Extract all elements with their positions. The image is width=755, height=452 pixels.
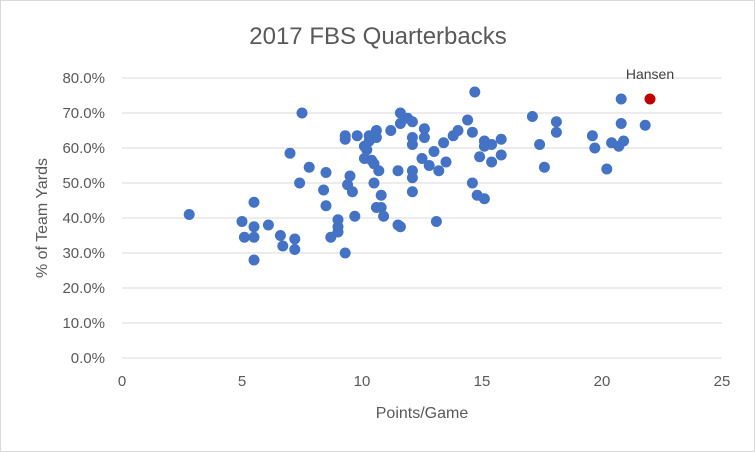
y-tick-label: 70.0%	[62, 105, 105, 122]
data-point	[550, 126, 562, 138]
data-point	[344, 170, 356, 182]
data-point	[248, 254, 260, 266]
data-point	[406, 186, 418, 198]
data-point	[418, 123, 430, 135]
data-point	[296, 107, 308, 119]
data-point	[438, 137, 450, 149]
data-point	[392, 165, 404, 177]
y-tick-label: 20.0%	[62, 280, 105, 297]
data-point	[406, 116, 418, 128]
data-point	[534, 139, 546, 150]
data-point	[618, 135, 630, 147]
data-point	[236, 216, 248, 227]
x-axis-ticks: 0 5 10 15 20 25	[118, 373, 731, 390]
data-point	[495, 149, 507, 161]
x-tick-label: 20	[594, 373, 611, 390]
data-point	[378, 210, 390, 222]
data-point	[423, 160, 435, 171]
data-point	[526, 111, 538, 122]
x-tick-label: 5	[238, 373, 246, 390]
x-tick-label: 0	[118, 373, 126, 390]
y-tick-label: 40.0%	[62, 210, 105, 227]
data-point	[466, 126, 478, 138]
chart-title: 2017 FBS Quarterbacks	[249, 23, 506, 50]
data-point	[406, 139, 418, 150]
y-tick-label: 60.0%	[62, 140, 105, 157]
data-point	[495, 133, 507, 145]
data-point	[469, 86, 481, 98]
data-point	[248, 221, 260, 233]
data-point	[349, 210, 361, 222]
data-point	[478, 193, 490, 205]
data-point	[416, 153, 428, 164]
data-points: Hansen	[183, 66, 674, 266]
data-point	[370, 132, 382, 143]
data-point	[586, 130, 598, 142]
data-point	[418, 132, 430, 143]
data-point	[289, 233, 301, 245]
data-point	[433, 165, 445, 177]
data-point	[294, 177, 306, 189]
data-point	[368, 177, 380, 189]
data-point	[375, 202, 387, 213]
y-tick-label: 80.0%	[62, 70, 105, 87]
data-point	[601, 163, 613, 175]
data-point	[373, 165, 385, 177]
data-point	[339, 133, 351, 145]
data-point	[318, 184, 330, 196]
data-point	[320, 200, 332, 212]
data-point	[320, 167, 332, 178]
data-point	[452, 125, 464, 136]
data-point	[550, 116, 562, 128]
data-point	[430, 216, 442, 227]
x-tick-label: 25	[714, 373, 731, 390]
y-axis-label: % of Team Yards	[34, 158, 51, 278]
gridlines	[122, 77, 722, 324]
data-point	[615, 93, 627, 105]
data-point	[277, 240, 289, 252]
data-point	[474, 151, 486, 163]
data-point	[385, 125, 397, 136]
data-point	[615, 118, 627, 129]
data-point	[375, 189, 387, 201]
data-point	[289, 244, 301, 255]
highlight-label: Hansen	[626, 66, 674, 82]
data-point	[346, 186, 358, 198]
data-point	[462, 114, 474, 126]
data-point	[639, 119, 651, 131]
y-tick-label: 50.0%	[62, 175, 105, 192]
data-point	[303, 161, 315, 173]
x-tick-label: 15	[474, 373, 491, 390]
data-point	[238, 231, 250, 243]
data-point	[538, 161, 550, 173]
x-axis-label: Points/Game	[376, 405, 469, 422]
data-point	[248, 231, 260, 243]
y-axis-ticks: 0.0% 10.0% 20.0% 30.0% 40.0% 50.0% 60.0% 70.0% 8…	[62, 70, 105, 367]
data-point	[361, 144, 373, 156]
data-point	[262, 219, 274, 231]
data-point	[440, 156, 452, 168]
highlight-point	[644, 93, 656, 105]
y-tick-label: 10.0%	[62, 315, 105, 332]
x-tick-label: 10	[354, 373, 371, 390]
data-point	[428, 146, 440, 157]
data-point	[248, 196, 260, 208]
data-point	[486, 156, 498, 168]
y-tick-label: 30.0%	[62, 245, 105, 262]
data-point	[466, 177, 478, 189]
data-point	[183, 209, 195, 220]
data-point	[486, 139, 498, 150]
data-point	[274, 230, 286, 241]
data-point	[589, 142, 601, 154]
data-point	[339, 247, 351, 259]
data-point	[406, 172, 418, 184]
data-point	[394, 221, 406, 233]
data-point	[284, 147, 296, 159]
y-tick-label: 0.0%	[71, 350, 105, 367]
data-point	[332, 226, 344, 238]
data-point	[351, 130, 363, 142]
